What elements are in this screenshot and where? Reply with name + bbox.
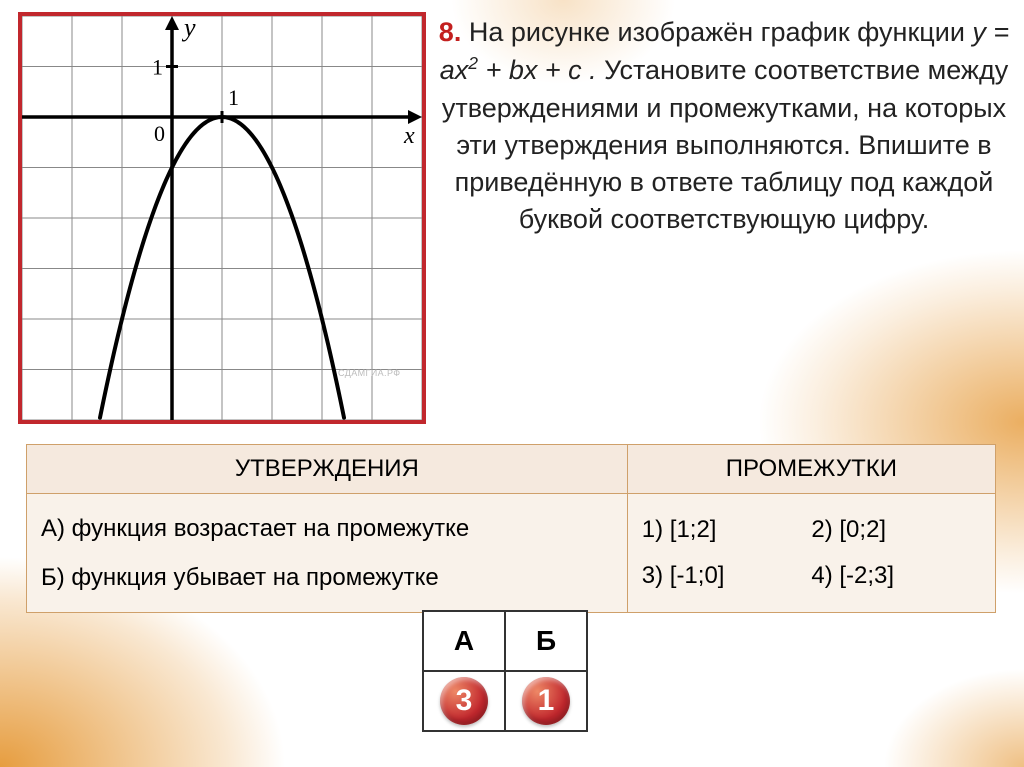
graph-frame: y x 0 1 1 СДАМГИА.РФ: [18, 12, 426, 424]
answer-table: А Б 3 1: [422, 610, 588, 732]
svg-text:1: 1: [152, 55, 163, 80]
header-assertions: УТВЕРЖДЕНИЯ: [27, 445, 628, 494]
header-intervals: ПРОМЕЖУТКИ: [627, 445, 995, 494]
interval-item: 1) [1;2]: [642, 516, 812, 544]
answer-header-A: А: [423, 611, 505, 671]
svg-text:1: 1: [228, 85, 239, 110]
answer-bubble-A: 3: [440, 677, 488, 725]
cell-statements: А) функция возрастает на промежуткеБ) фу…: [27, 494, 628, 613]
table-header-row: УТВЕРЖДЕНИЯ ПРОМЕЖУТКИ: [27, 445, 996, 494]
answer-bubble-B: 1: [522, 677, 570, 725]
answer-header-row: А Б: [423, 611, 587, 671]
svg-text:x: x: [403, 123, 415, 149]
cell-intervals: 1) [1;2]2) [0;2] 3) [-1;0]4) [-2;3]: [627, 494, 995, 613]
answer-header-B: Б: [505, 611, 587, 671]
interval-item: 2) [0;2]: [811, 516, 981, 544]
svg-text:СДАМГИА.РФ: СДАМГИА.РФ: [338, 368, 401, 378]
question-body-1: На рисунке изображён график функции: [461, 17, 972, 47]
interval-item: 4) [-2;3]: [811, 562, 981, 590]
question-text: 8. На рисунке изображён график функции y…: [432, 14, 1016, 239]
question-number: 8.: [439, 17, 462, 47]
slide-content: y x 0 1 1 СДАМГИА.РФ 8. На рисунке изображён …: [0, 0, 1024, 767]
interval-item: 3) [-1;0]: [642, 562, 812, 590]
statement-item: А) функция возрастает на промежутке: [41, 504, 613, 553]
svg-text:y: y: [181, 16, 196, 42]
assertions-table: УТВЕРЖДЕНИЯ ПРОМЕЖУТКИ А) функция возрас…: [26, 444, 996, 613]
assertions-table-wrap: УТВЕРЖДЕНИЯ ПРОМЕЖУТКИ А) функция возрас…: [26, 444, 996, 613]
table-body-row: А) функция возрастает на промежуткеБ) фу…: [27, 494, 996, 613]
function-graph: y x 0 1 1 СДАМГИА.РФ: [22, 16, 422, 420]
statement-item: Б) функция убывает на промежутке: [41, 553, 613, 602]
answer-cell-B: 1: [505, 671, 587, 731]
answer-cell-A: 3: [423, 671, 505, 731]
svg-text:0: 0: [154, 121, 165, 146]
answer-value-row: 3 1: [423, 671, 587, 731]
